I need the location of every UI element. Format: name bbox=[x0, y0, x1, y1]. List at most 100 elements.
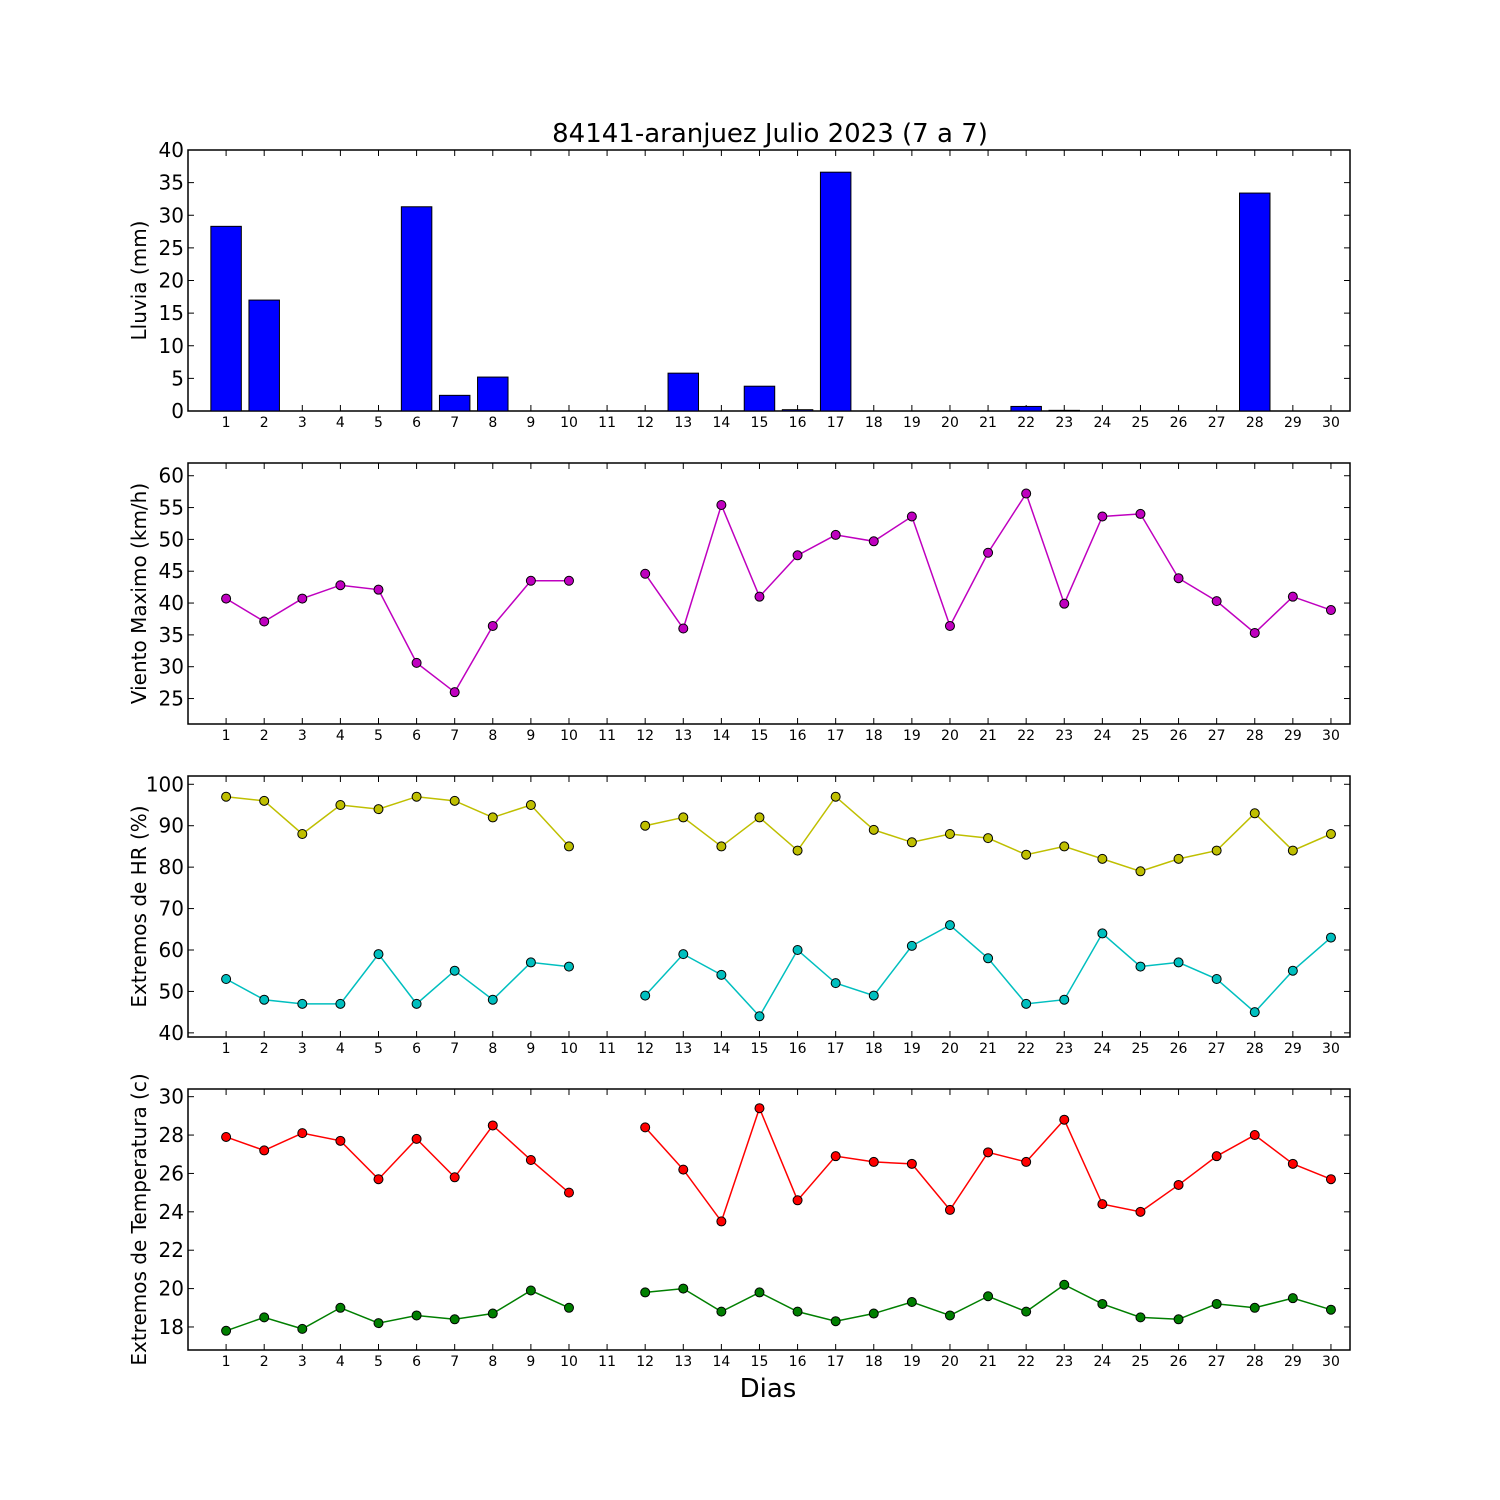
data-point bbox=[1135, 1312, 1146, 1323]
x-tick-label: 25 bbox=[1132, 415, 1150, 431]
data-point bbox=[563, 1187, 574, 1198]
y-tick-label: 50 bbox=[159, 527, 184, 551]
data-point bbox=[754, 591, 765, 602]
data-point bbox=[830, 1316, 841, 1327]
y-tick-label: 30 bbox=[159, 203, 184, 227]
x-tick-label: 21 bbox=[979, 415, 997, 431]
x-tick-label: 28 bbox=[1246, 1354, 1264, 1370]
x-tick-label: 25 bbox=[1132, 1041, 1150, 1057]
x-tick-label: 21 bbox=[979, 1041, 997, 1057]
data-point bbox=[411, 1310, 422, 1321]
data-point bbox=[1173, 1179, 1184, 1190]
rain-bar bbox=[781, 409, 814, 412]
data-point bbox=[906, 837, 917, 848]
data-point bbox=[640, 1122, 651, 1133]
y-tick-label: 45 bbox=[159, 559, 184, 583]
y-tick-label: 0 bbox=[171, 399, 184, 423]
data-point bbox=[754, 1011, 765, 1022]
plot-frame bbox=[187, 1088, 1351, 1351]
data-point bbox=[221, 1325, 232, 1336]
data-point bbox=[373, 1174, 384, 1185]
data-point bbox=[754, 1103, 765, 1114]
data-point bbox=[1173, 853, 1184, 864]
y-axis-label: Extremos de Temperatura (c) bbox=[127, 1073, 151, 1365]
data-point bbox=[906, 511, 917, 522]
x-tick-label: 10 bbox=[560, 728, 578, 744]
data-point bbox=[1249, 1007, 1260, 1018]
data-point bbox=[1059, 598, 1070, 609]
data-point bbox=[906, 940, 917, 951]
data-point bbox=[716, 969, 727, 980]
x-tick-label: 23 bbox=[1055, 1041, 1073, 1057]
data-point bbox=[1211, 845, 1222, 856]
y-tick-label: 30 bbox=[159, 1085, 184, 1109]
data-point bbox=[754, 812, 765, 823]
data-point bbox=[1325, 605, 1336, 616]
data-point bbox=[678, 812, 689, 823]
x-tick-label: 22 bbox=[1017, 415, 1035, 431]
data-point bbox=[487, 812, 498, 823]
data-point bbox=[563, 575, 574, 586]
data-point bbox=[449, 795, 460, 806]
data-point bbox=[335, 800, 346, 810]
data-point bbox=[1325, 932, 1336, 943]
data-point bbox=[640, 990, 651, 1001]
data-point bbox=[1021, 488, 1032, 499]
x-tick-label: 9 bbox=[526, 1354, 535, 1370]
x-tick-label: 11 bbox=[598, 415, 616, 431]
data-point bbox=[830, 529, 841, 540]
data-point bbox=[259, 795, 270, 806]
x-tick-label: 6 bbox=[412, 728, 421, 744]
x-tick-label: 20 bbox=[941, 415, 959, 431]
x-tick-label: 4 bbox=[336, 415, 345, 431]
y-tick-label: 30 bbox=[159, 655, 184, 679]
data-point bbox=[1325, 1174, 1336, 1185]
data-point bbox=[373, 584, 384, 595]
x-tick-label: 21 bbox=[979, 1354, 997, 1370]
rain-bar bbox=[210, 225, 242, 412]
data-point bbox=[640, 1287, 651, 1298]
x-tick-label: 22 bbox=[1017, 1354, 1035, 1370]
x-tick-label: 12 bbox=[636, 1041, 654, 1057]
data-point bbox=[868, 990, 879, 1001]
data-point bbox=[678, 1164, 689, 1175]
data-point bbox=[906, 1297, 917, 1308]
x-tick-label: 1 bbox=[222, 1041, 231, 1057]
y-tick-label: 22 bbox=[159, 1238, 184, 1262]
y-tick-label: 25 bbox=[159, 236, 184, 260]
y-tick-label: 26 bbox=[159, 1161, 184, 1185]
rain-bar bbox=[819, 171, 852, 412]
data-point bbox=[525, 575, 536, 586]
data-point bbox=[868, 1156, 879, 1167]
y-tick-label: 70 bbox=[159, 897, 184, 921]
x-tick-label: 24 bbox=[1093, 728, 1111, 744]
data-point bbox=[944, 1310, 955, 1321]
data-point bbox=[373, 949, 384, 960]
data-point bbox=[1059, 1114, 1070, 1125]
data-point bbox=[1097, 853, 1108, 864]
x-tick-label: 23 bbox=[1055, 1354, 1073, 1370]
data-point bbox=[1135, 866, 1146, 877]
x-tick-label: 22 bbox=[1017, 1041, 1035, 1057]
data-point bbox=[259, 1312, 270, 1323]
data-point bbox=[983, 1291, 994, 1302]
data-point bbox=[1173, 573, 1184, 584]
x-tick-label: 8 bbox=[488, 728, 497, 744]
x-tick-label: 4 bbox=[336, 1354, 345, 1370]
x-tick-label: 23 bbox=[1055, 728, 1073, 744]
x-tick-label: 14 bbox=[712, 415, 730, 431]
x-tick-label: 11 bbox=[598, 1041, 616, 1057]
x-tick-label: 15 bbox=[751, 728, 769, 744]
data-point bbox=[944, 1204, 955, 1215]
data-point bbox=[1135, 1206, 1146, 1217]
data-point bbox=[487, 1308, 498, 1319]
x-tick-label: 7 bbox=[450, 1041, 459, 1057]
x-tick-label: 8 bbox=[488, 415, 497, 431]
x-tick-label: 2 bbox=[260, 728, 269, 744]
data-point bbox=[1287, 591, 1298, 602]
rain-bar bbox=[1048, 409, 1081, 412]
x-tick-label: 6 bbox=[412, 1354, 421, 1370]
x-tick-label: 3 bbox=[298, 1354, 307, 1370]
data-point bbox=[1249, 808, 1260, 819]
